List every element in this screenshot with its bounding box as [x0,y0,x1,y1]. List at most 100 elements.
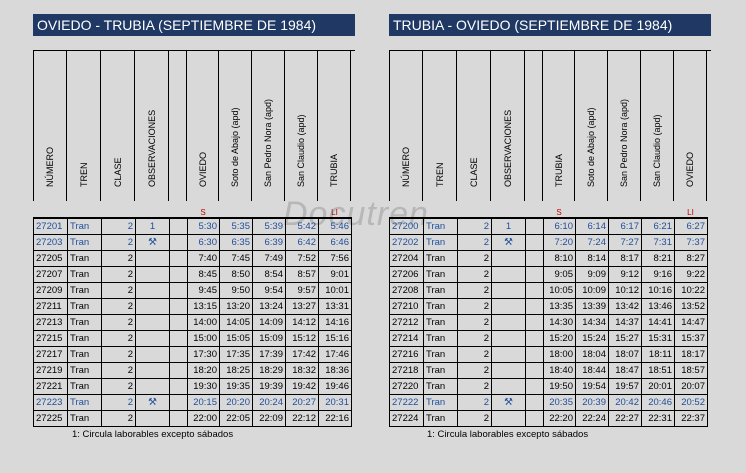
observation: ⚒ [135,234,170,251]
time-cell: 14:16 [318,314,352,331]
time-cell: 7:31 [641,234,675,251]
time-cell: 6:35 [219,234,253,251]
table-row: 27219 Tran 2 18:20 18:25 18:29 18:32 18:36 [33,362,352,379]
table-row: 27206 Tran 2 9:05 9:09 9:12 9:16 9:22 [389,266,708,283]
time-cell: 15:37 [674,330,708,347]
time-cell: 14:00 [187,314,220,331]
train-number: 27225 [33,410,68,427]
train-class: 2 [101,217,136,235]
marker-li: LI [331,208,338,217]
train-number: 27221 [33,378,68,395]
table-row: 27213 Tran 2 14:00 14:05 14:09 14:12 14:16 [33,314,352,331]
train-class: 2 [457,394,492,411]
spacer-cell [169,282,188,299]
train-type: Tran [67,346,102,363]
column-header-label: OVIEDO [197,151,208,187]
time-cell: 5:46 [318,217,352,235]
time-cell: 20:42 [608,394,642,411]
time-cell: 14:09 [252,314,286,331]
tools-icon: ⚒ [504,397,513,408]
time-cell: 15:16 [318,330,352,347]
time-cell: 7:20 [543,234,576,251]
train-type: Tran [423,394,458,411]
spacer-cell [525,282,544,299]
schedule-table: 27201 Tran 2 1 5:30 5:35 5:39 5:42 5:46 27203 Tran… [33,217,352,427]
time-cell: 15:24 [575,330,609,347]
time-cell: 13:27 [285,298,319,315]
time-cell: 6:39 [252,234,286,251]
train-class: 2 [101,330,136,347]
train-class: 2 [101,362,136,379]
column-header-label: NÚMERO [45,147,55,187]
time-cell: 20:52 [674,394,708,411]
time-cell: 18:51 [641,362,675,379]
column-header-label: San Claudio (apd) [652,114,662,187]
observation [135,346,170,363]
spacer-cell [169,266,188,283]
time-cell: 19:39 [252,378,286,395]
column-header: CLASE [101,51,135,201]
time-cell: 22:37 [674,410,708,427]
table-row: 27205 Tran 2 7:40 7:45 7:49 7:52 7:56 [33,250,352,267]
time-cell: 13:46 [641,298,675,315]
column-header-label: Soto de Abajo (apd) [230,107,240,187]
time-cell: 6:42 [285,234,319,251]
table-row: 27207 Tran 2 8:45 8:50 8:54 8:57 9:01 [33,266,352,283]
train-class: 2 [457,217,492,235]
observation [491,314,526,331]
train-number: 27222 [389,394,424,411]
time-cell: 22:12 [285,410,319,427]
train-class: 2 [457,250,492,267]
train-type: Tran [67,314,102,331]
time-cell: 7:24 [575,234,609,251]
observation [491,330,526,347]
column-header-label: OBSERVACIONES [502,109,513,187]
time-cell: 8:45 [187,266,220,283]
table-row: 27221 Tran 2 19:30 19:35 19:39 19:42 19:46 [33,378,352,395]
train-class: 2 [457,330,492,347]
time-cell: 15:09 [252,330,286,347]
time-cell: 18:07 [608,346,642,363]
spacer-cell [169,234,188,251]
observation [491,346,526,363]
train-class: 2 [101,410,136,427]
time-cell: 19:30 [187,378,220,395]
train-number: 27208 [389,282,424,299]
time-cell: 14:41 [641,314,675,331]
column-header: TRUBIA [543,51,575,201]
time-cell: 10:22 [674,282,708,299]
train-number: 27207 [33,266,68,283]
time-cell: 7:27 [608,234,642,251]
tools-icon: ⚒ [504,237,513,248]
column-header: San Pedro Nora (apd) [608,51,641,201]
time-cell: 6:30 [187,234,220,251]
train-type: Tran [67,330,102,347]
train-number: 27216 [389,346,424,363]
time-cell: 13:35 [543,298,576,315]
time-cell: 8:17 [608,250,642,267]
train-class: 2 [101,394,136,411]
train-number: 27215 [33,330,68,347]
train-class: 2 [101,282,136,299]
time-cell: 5:35 [219,217,253,235]
time-cell: 15:05 [219,330,253,347]
train-type: Tran [423,282,458,299]
time-cell: 20:07 [674,378,708,395]
train-number: 27224 [389,410,424,427]
train-type: Tran [67,378,102,395]
time-cell: 18:25 [219,362,253,379]
spacer-cell [525,410,544,427]
spacer-cell [169,330,188,347]
column-header: San Claudio (apd) [285,51,318,201]
column-header: TREN [67,51,101,201]
spacer-cell [169,298,188,315]
time-cell: 8:57 [285,266,319,283]
tools-icon: ⚒ [148,397,157,408]
column-header: OVIEDO [187,51,219,201]
time-cell: 13:31 [318,298,352,315]
train-class: 2 [101,234,136,251]
table-row: 27204 Tran 2 8:10 8:14 8:17 8:21 8:27 [389,250,708,267]
time-cell: 14:05 [219,314,253,331]
tools-icon: ⚒ [148,237,157,248]
time-cell: 20:35 [543,394,576,411]
